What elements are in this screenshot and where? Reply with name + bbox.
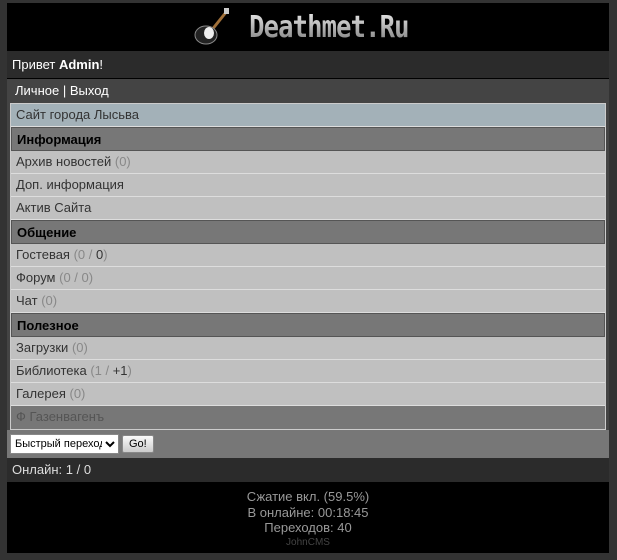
guitar-icon [194, 8, 230, 45]
list-item-forum[interactable]: Форум (0 / 0) [11, 267, 605, 290]
cms-credit[interactable]: JohnCMS [286, 536, 330, 548]
go-button[interactable]: Go! [122, 435, 154, 453]
item-label: Загрузки [16, 340, 69, 355]
user-row[interactable]: Ф Газенвагенъ [11, 406, 605, 429]
item-count: (0) [71, 340, 88, 355]
footer: Сжатие вкл. (59.5%) В онлайне: 00:18:45 … [7, 482, 609, 549]
item-count: (0) [41, 293, 58, 308]
item-label: Библиотека [16, 363, 87, 378]
item-count-new[interactable]: +1 [112, 363, 128, 378]
item-label: Актив Сайта [16, 200, 92, 215]
item-count: (1 / [90, 363, 113, 378]
online-time: В онлайне: 00:18:45 [247, 504, 369, 520]
greeting-suffix: ! [99, 57, 104, 72]
quick-jump-select[interactable]: Быстрый переход [10, 434, 119, 454]
greeting: Привет Admin! [7, 51, 609, 78]
user-links: Личное | Выход [10, 81, 606, 103]
logo-text: Deathmet.Ru [249, 9, 409, 45]
menu: Личное | Выход Сайт города Лысьва Информ… [7, 79, 609, 458]
list-item-site-activity[interactable]: Актив Сайта [11, 197, 605, 220]
logout-link[interactable]: Выход [69, 83, 109, 98]
site-link[interactable]: Сайт города Лысьва [11, 104, 605, 127]
separator: | [59, 83, 70, 98]
transitions-count: Переходов: 40 [264, 520, 352, 535]
quick-jump-bar: Быстрый переход Go! [7, 430, 609, 458]
list-item-library[interactable]: Библиотека (1 / +1) [11, 360, 605, 383]
item-label: Форум [16, 270, 56, 285]
list-item-downloads[interactable]: Загрузки (0) [11, 337, 605, 360]
item-label: Архив новостей [16, 154, 112, 169]
list-item-news-archive[interactable]: Архив новостей (0) [11, 151, 605, 174]
compression-info: Сжатие вкл. (59.5%) [246, 489, 370, 504]
item-count: (0) [69, 386, 86, 401]
site-logo[interactable]: Deathmet.Ru [7, 3, 609, 51]
nav-list: Сайт города Лысьва Информация Архив ново… [10, 103, 606, 430]
section-header-info: Информация [11, 127, 605, 151]
page: Deathmet.Ru Привет Admin! Личное | Выход… [7, 3, 609, 553]
item-count: (0) [114, 154, 131, 169]
item-label: Гостевая [16, 247, 70, 262]
item-count-close: ) [103, 247, 108, 262]
section-header-communication: Общение [11, 220, 605, 244]
personal-link[interactable]: Личное [15, 83, 60, 98]
item-count-close: ) [127, 363, 132, 378]
list-item-gallery[interactable]: Галерея (0) [11, 383, 605, 406]
list-item-guestbook[interactable]: Гостевая (0 / 0) [11, 244, 605, 267]
item-label: Галерея [16, 386, 66, 401]
item-count: (0 / 0) [59, 270, 94, 285]
item-label: Чат [16, 293, 38, 308]
online-counter[interactable]: Онлайн: 1 / 0 [7, 458, 609, 482]
list-item-extra-info[interactable]: Доп. информация [11, 174, 605, 197]
item-label: Доп. информация [16, 177, 124, 192]
username: Admin [58, 57, 100, 72]
section-header-useful: Полезное [11, 313, 605, 337]
list-item-chat[interactable]: Чат (0) [11, 290, 605, 313]
item-count-new[interactable]: 0 [96, 247, 104, 262]
item-count: (0 / [73, 247, 96, 262]
greeting-prefix: Привет [12, 57, 59, 72]
